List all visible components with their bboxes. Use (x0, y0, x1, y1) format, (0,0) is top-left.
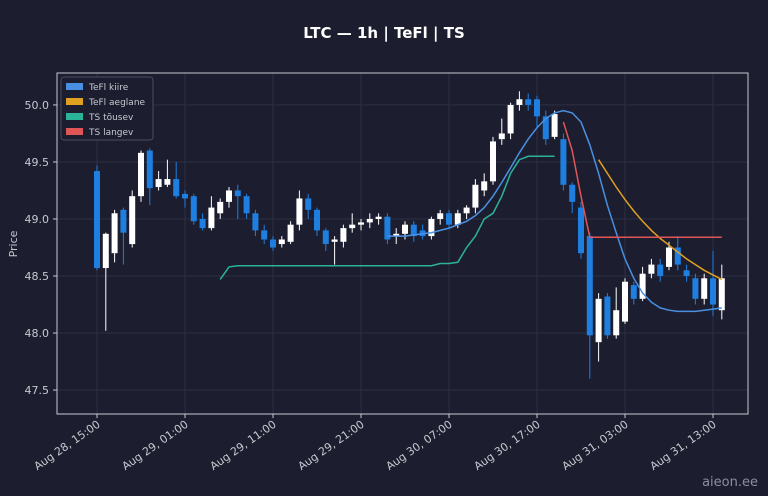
candle-body (666, 247, 672, 267)
candle-body (173, 179, 180, 197)
candle-body (102, 233, 109, 269)
candle-body (217, 201, 224, 214)
candle-body (428, 218, 435, 237)
plot-frame (56, 72, 749, 415)
candle-body (111, 213, 118, 254)
candle-body (683, 270, 690, 277)
candle-body (278, 239, 285, 245)
candle-body (146, 150, 153, 189)
candle-body (551, 114, 558, 137)
y-tick-label: 48.5 (25, 270, 50, 283)
candle-body (340, 228, 347, 242)
candle-body (710, 278, 716, 305)
candle-body (243, 196, 250, 214)
candle-body (674, 247, 681, 265)
candle-body (622, 281, 628, 322)
candle-body (507, 104, 514, 134)
candle-body (701, 278, 708, 299)
legend-label: TeFl aeglane (88, 98, 146, 108)
legend-box (60, 76, 154, 141)
candle-body (349, 224, 356, 229)
line-series (219, 155, 555, 280)
candle-body (296, 198, 303, 225)
candle-body (472, 184, 479, 208)
candle-body (226, 190, 232, 202)
y-axis-label: Price (7, 230, 20, 257)
legend-label: TS tõusev (88, 113, 134, 123)
legend-swatch (66, 113, 83, 120)
y-tick-label: 49.0 (25, 213, 50, 226)
candle-body (375, 216, 382, 219)
candle-body (366, 218, 373, 223)
candle-body (164, 179, 171, 185)
y-tick-label: 49.5 (25, 156, 50, 169)
candle-body (613, 310, 620, 336)
candle-body (604, 296, 611, 336)
candle-body (498, 133, 505, 140)
candle-body (648, 264, 655, 274)
candle-body (490, 141, 496, 182)
candle-body (454, 213, 461, 225)
candle-body (410, 224, 417, 237)
line-series (387, 109, 722, 313)
chart-title: LTC — 1h | TeFl | TS (303, 24, 465, 43)
candle-body (560, 139, 567, 185)
candle-body (138, 152, 144, 197)
candle-body (182, 193, 188, 199)
candle-body (534, 99, 540, 117)
y-tick-label: 48.0 (25, 327, 50, 340)
candle-body (569, 184, 576, 202)
candle-body (692, 278, 699, 299)
watermark: aieon.ee (702, 475, 758, 490)
candle-body (516, 99, 523, 105)
candle-body (129, 196, 136, 245)
candle-body (331, 239, 338, 242)
legend-label: TS langev (88, 128, 134, 138)
candle-body (586, 236, 593, 336)
candle-body (595, 298, 602, 343)
candle-body (314, 209, 320, 231)
candle-body (190, 196, 197, 222)
candle-body (155, 179, 162, 188)
candle-body (199, 218, 206, 229)
candle-body (358, 222, 364, 225)
candle-body (393, 233, 400, 237)
plot (94, 91, 725, 379)
candle-body (322, 230, 329, 245)
y-tick-label: 47.5 (25, 384, 50, 397)
legend-swatch (66, 98, 83, 105)
candle-body (463, 207, 470, 214)
candle-body (542, 116, 549, 140)
candle-body (252, 213, 259, 231)
candle-body (94, 171, 100, 269)
candle-body (630, 285, 637, 299)
candle-body (234, 190, 241, 197)
line-series (597, 159, 723, 281)
candle-body (481, 181, 488, 191)
legend-swatch (66, 128, 83, 135)
candle-body (402, 224, 408, 234)
candle-body (578, 207, 584, 254)
line-series (562, 121, 722, 238)
candle-body (120, 209, 127, 233)
candle-body (718, 278, 725, 311)
candle-body (384, 216, 391, 240)
legend: TeFl kiire TeFl aeglane TS tõusev TS langev (60, 76, 154, 141)
candle-body (287, 224, 294, 242)
candle-body (639, 273, 646, 299)
candle-body (261, 230, 268, 240)
candle-body (270, 239, 276, 248)
candle-body (305, 198, 312, 210)
candle-body (446, 213, 452, 225)
legend-swatch (66, 83, 83, 90)
candle-body (437, 213, 444, 219)
candle-body (657, 264, 664, 277)
candle-body (208, 207, 215, 229)
candle-body (525, 99, 532, 105)
legend-label: TeFl kiire (88, 83, 129, 93)
y-tick-label: 50.0 (25, 99, 50, 112)
